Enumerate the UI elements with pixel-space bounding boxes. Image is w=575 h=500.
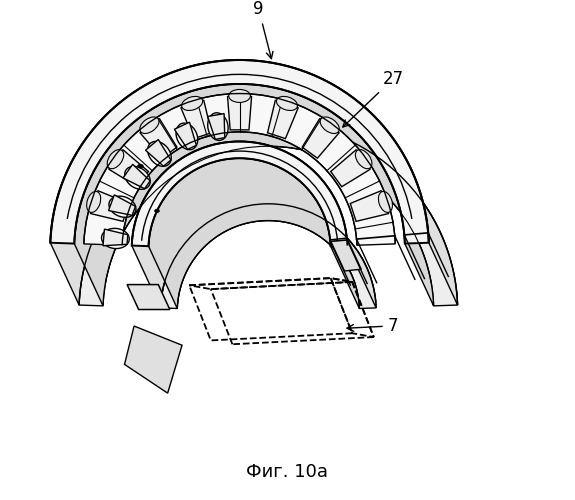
Polygon shape <box>79 122 458 306</box>
Polygon shape <box>125 326 182 393</box>
Polygon shape <box>132 142 376 308</box>
Ellipse shape <box>378 192 393 212</box>
Polygon shape <box>208 114 225 140</box>
Ellipse shape <box>277 96 297 110</box>
Polygon shape <box>174 122 196 150</box>
Polygon shape <box>228 96 252 130</box>
Polygon shape <box>90 190 129 222</box>
Polygon shape <box>181 100 212 138</box>
Ellipse shape <box>208 113 228 140</box>
Ellipse shape <box>102 228 129 248</box>
Polygon shape <box>302 118 339 158</box>
Ellipse shape <box>125 166 150 190</box>
Ellipse shape <box>109 196 136 218</box>
Polygon shape <box>127 284 170 310</box>
Polygon shape <box>140 118 177 158</box>
Polygon shape <box>148 158 359 308</box>
Ellipse shape <box>320 117 339 134</box>
Ellipse shape <box>137 164 143 168</box>
Ellipse shape <box>155 209 159 212</box>
Polygon shape <box>267 100 298 138</box>
Polygon shape <box>123 164 150 188</box>
Polygon shape <box>160 204 376 308</box>
Polygon shape <box>330 238 361 271</box>
Polygon shape <box>51 60 429 244</box>
Polygon shape <box>132 142 347 246</box>
Ellipse shape <box>229 90 250 102</box>
Ellipse shape <box>355 150 372 169</box>
Ellipse shape <box>148 142 171 167</box>
Ellipse shape <box>107 150 124 169</box>
Text: 7: 7 <box>347 317 398 335</box>
Polygon shape <box>74 84 434 306</box>
Text: 9: 9 <box>254 0 273 58</box>
Text: 27: 27 <box>343 70 404 127</box>
Text: Фиг. 10а: Фиг. 10а <box>247 463 328 481</box>
Ellipse shape <box>182 96 202 110</box>
Polygon shape <box>331 150 370 186</box>
Ellipse shape <box>87 192 101 212</box>
Polygon shape <box>103 229 128 246</box>
Polygon shape <box>145 140 171 166</box>
Ellipse shape <box>176 123 198 150</box>
Ellipse shape <box>140 117 159 134</box>
Polygon shape <box>109 195 136 216</box>
Polygon shape <box>350 190 389 222</box>
Polygon shape <box>109 150 148 186</box>
Polygon shape <box>51 60 458 305</box>
Polygon shape <box>84 94 395 245</box>
